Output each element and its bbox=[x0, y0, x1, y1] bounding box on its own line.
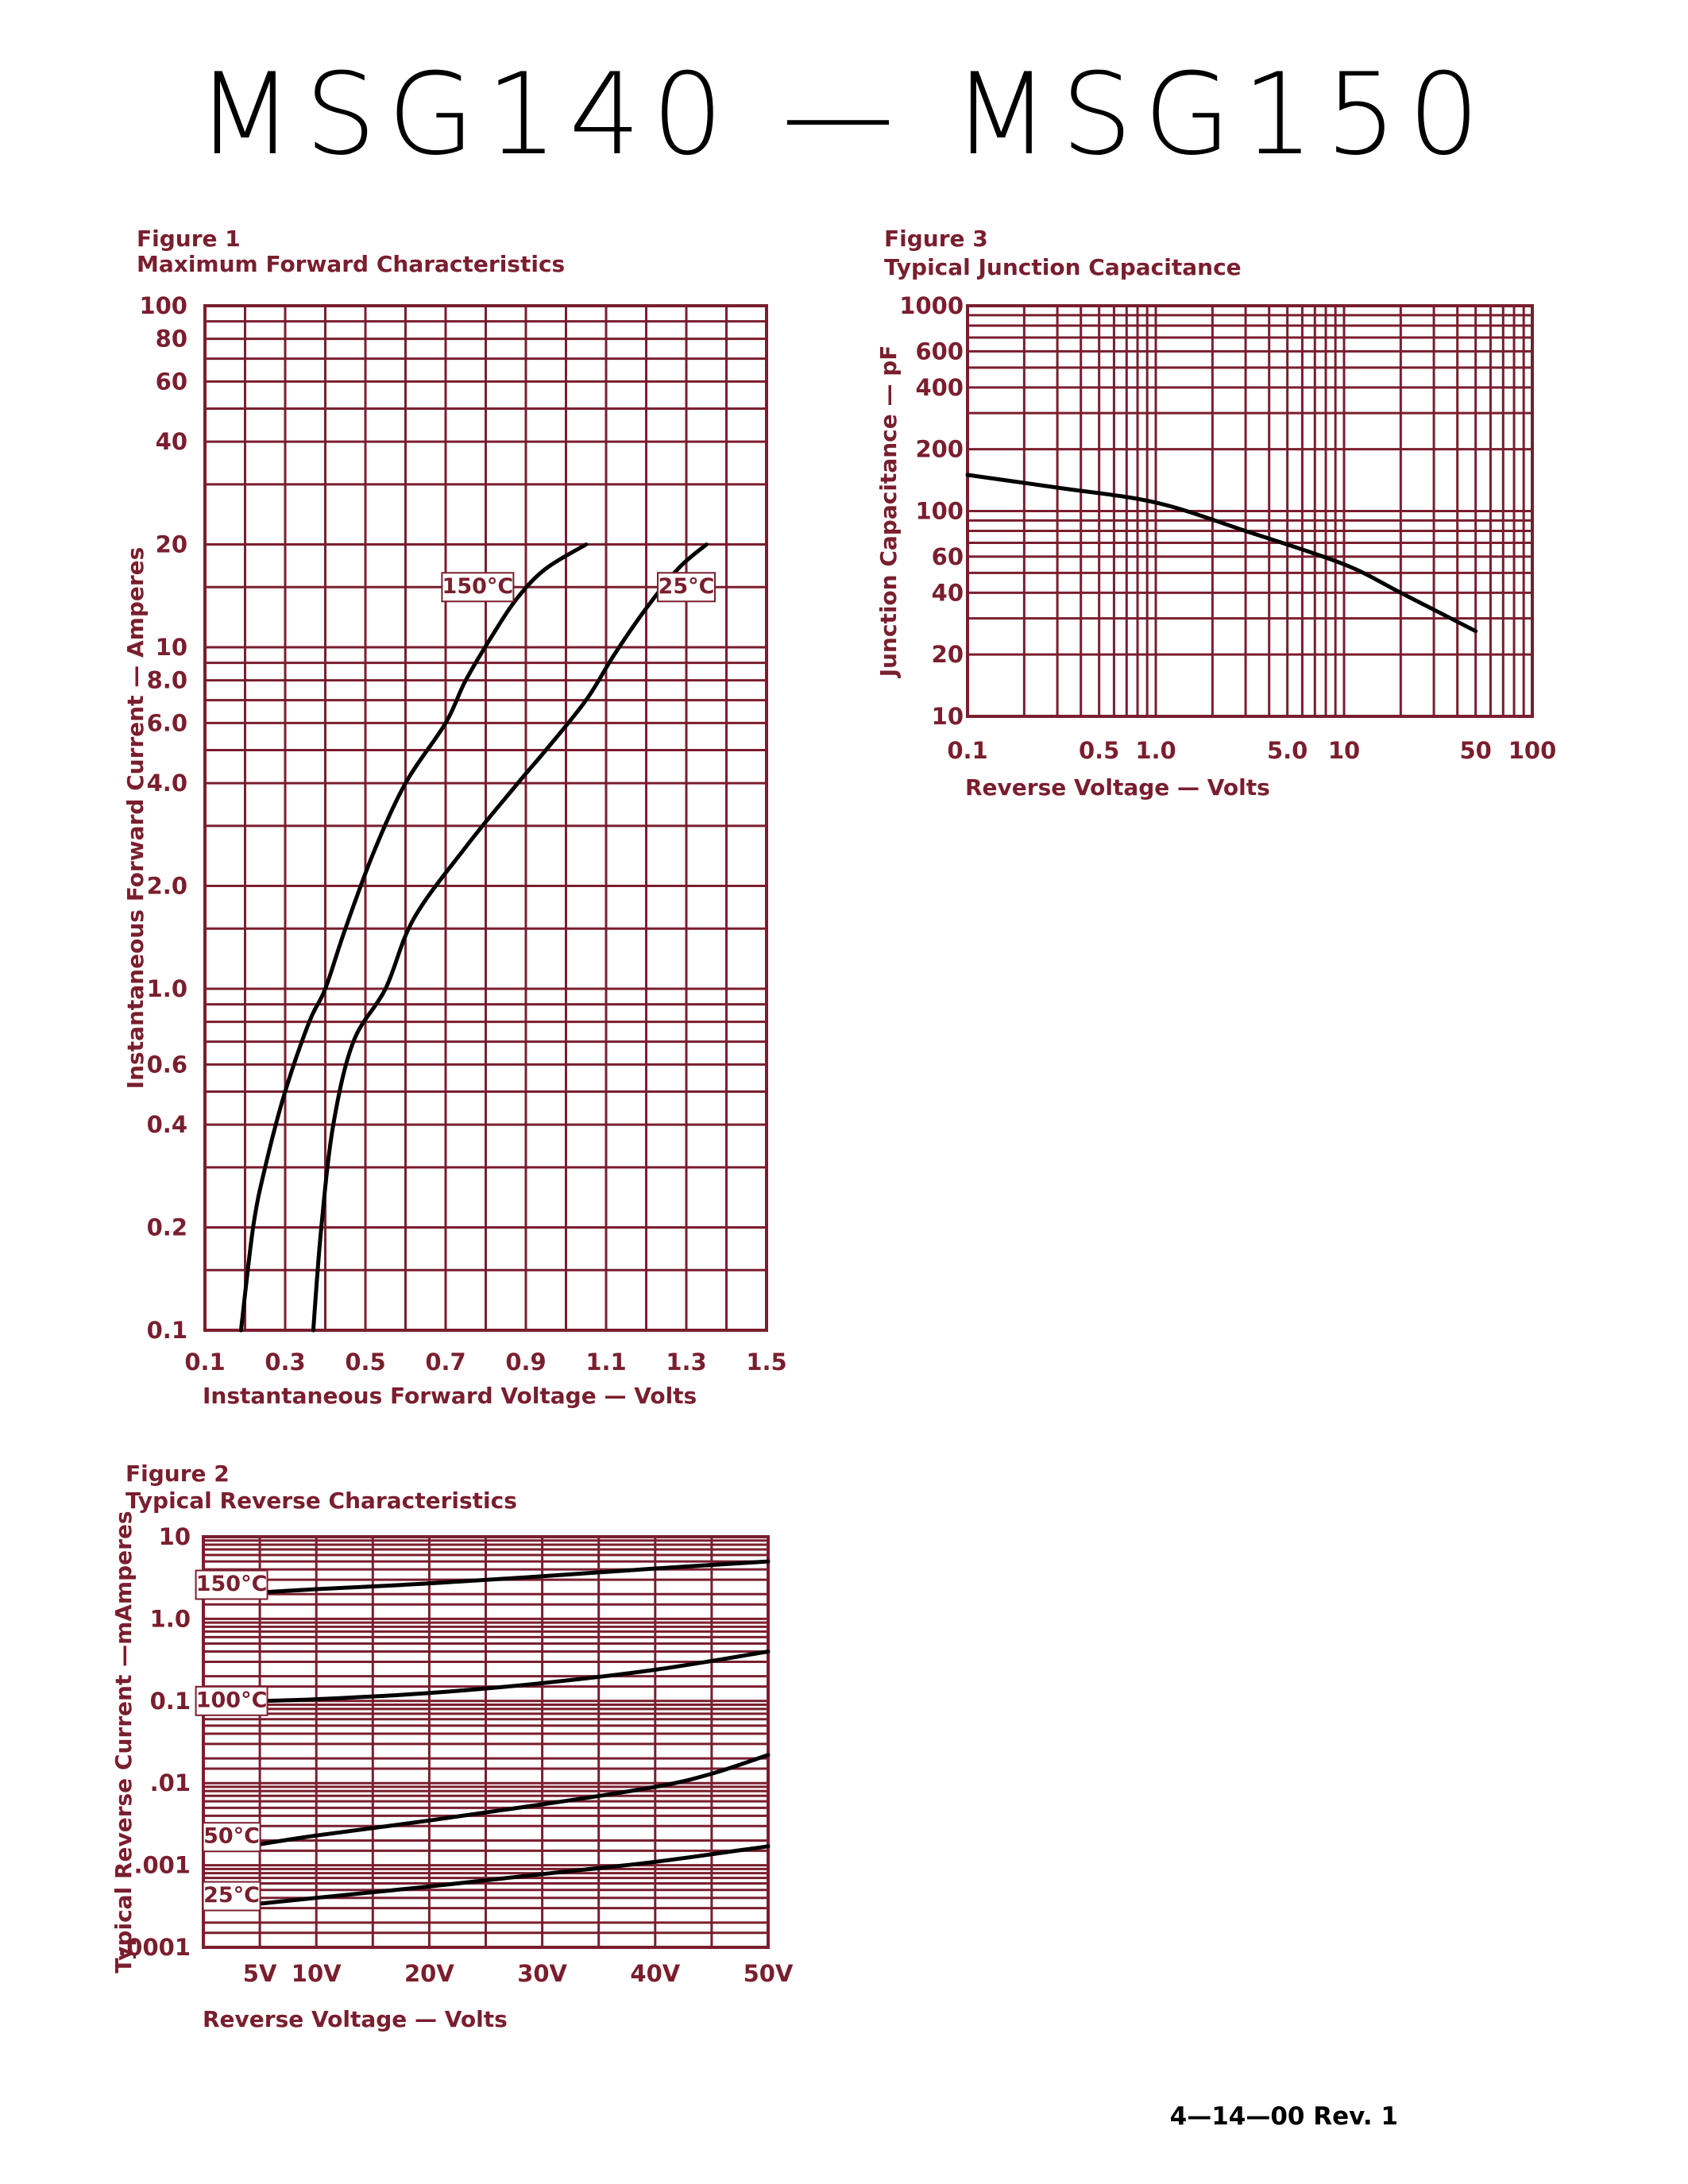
fig2-series-3-label: 50°C bbox=[203, 1824, 260, 1849]
fig2-series-2-label: 100°C bbox=[196, 1688, 268, 1712]
fig2-series-1-label: 150°C bbox=[196, 1572, 268, 1596]
fig3-y-tick-label: 10 bbox=[932, 703, 964, 730]
fig2-x-axis-label: Reverse Voltage — Volts bbox=[203, 2006, 508, 2032]
fig2-x-tick-label: 10V bbox=[292, 1960, 342, 1987]
fig2-y-tick-label: 0.1 bbox=[150, 1688, 191, 1715]
fig2-figure-label: Figure 2 bbox=[126, 1461, 230, 1487]
fig3-y-tick-label: 400 bbox=[915, 374, 964, 401]
fig2-x-tick-label: 50V bbox=[744, 1960, 794, 1987]
fig1-x-tick-label: 1.5 bbox=[746, 1349, 786, 1376]
fig1-y-tick-label: 2.0 bbox=[147, 873, 187, 900]
fig1-x-tick-label: 0.3 bbox=[265, 1349, 305, 1376]
fig3-plot-frame bbox=[966, 304, 1534, 718]
fig2-x-tick-label: 30V bbox=[517, 1960, 567, 1987]
fig2-x-tick-label: 5V bbox=[243, 1960, 277, 1987]
fig1-y-tick-label: 6.0 bbox=[147, 709, 187, 736]
fig1-series-1-label: 150°C bbox=[442, 574, 514, 599]
fig2-y-axis-label: Typical Reverse Current —mAmperes bbox=[110, 1511, 137, 1973]
fig3-y-tick-label: 40 bbox=[932, 579, 964, 606]
fig1-series-1-curve bbox=[238, 542, 589, 1333]
fig1-y-tick-label: 0.1 bbox=[147, 1317, 187, 1344]
fig3-series-1-curve bbox=[965, 473, 1478, 634]
fig3-figure-label: Figure 3 bbox=[884, 226, 988, 252]
fig3-title: Typical Junction Capacitance bbox=[884, 254, 1242, 280]
fig2-y-tick-label: .001 bbox=[133, 1852, 191, 1879]
fig1-x-tick-label: 0.7 bbox=[425, 1349, 465, 1376]
fig1-figure-label: Figure 1 bbox=[137, 226, 241, 252]
fig2-series-3-curve bbox=[257, 1753, 771, 1846]
fig2-series-1-curve bbox=[257, 1559, 771, 1595]
fig3-x-tick-label: 100 bbox=[1508, 737, 1557, 764]
fig2-series-4-label: 25°C bbox=[203, 1883, 260, 1908]
fig1-y-tick-label: 8.0 bbox=[147, 667, 187, 694]
fig1-y-tick-label: 40 bbox=[156, 428, 187, 455]
fig1-y-tick-label: 80 bbox=[156, 326, 187, 353]
fig3-x-tick-label: 0.5 bbox=[1079, 737, 1119, 764]
fig3-y-tick-label: 1000 bbox=[899, 292, 964, 319]
fig1-series-2-curve bbox=[311, 542, 709, 1333]
revision-footer: 4—14—00 Rev. 1 bbox=[1170, 2102, 1398, 2131]
fig2-x-tick-label: 20V bbox=[404, 1960, 454, 1987]
fig2-series-3-label-box bbox=[202, 1822, 261, 1853]
fig2-title: Typical Reverse Characteristics bbox=[126, 1488, 517, 1514]
fig3-x-tick-label: 1.0 bbox=[1135, 737, 1176, 764]
fig1-x-tick-label: 0.5 bbox=[345, 1349, 385, 1376]
fig3-x-tick-label: 50 bbox=[1459, 737, 1491, 764]
fig2-x-tick-label: 40V bbox=[630, 1960, 680, 1987]
fig1-title: Maximum Forward Characteristics bbox=[137, 251, 565, 277]
fig2-series-2-label-box bbox=[195, 1685, 268, 1716]
fig3-y-tick-label: 20 bbox=[932, 641, 964, 668]
fig3-y-tick-label: 600 bbox=[915, 338, 964, 365]
fig3-y-tick-label: 100 bbox=[915, 498, 964, 525]
fig1-plot-frame bbox=[203, 304, 768, 1332]
fig1-y-tick-label: 4.0 bbox=[147, 770, 187, 797]
fig2-series-4-label-box bbox=[202, 1881, 261, 1912]
fig1-x-tick-label: 1.1 bbox=[585, 1349, 626, 1376]
fig2-series-1-label-box bbox=[195, 1569, 268, 1600]
fig2-y-tick-label: 10 bbox=[159, 1523, 191, 1550]
fig2-series-4-curve bbox=[257, 1844, 771, 1906]
fig1-y-tick-label: 0.4 bbox=[147, 1111, 187, 1138]
fig1-x-tick-label: 0.9 bbox=[505, 1349, 546, 1376]
fig1-x-axis-label: Instantaneous Forward Voltage — Volts bbox=[203, 1383, 697, 1409]
fig1-x-tick-label: 1.3 bbox=[666, 1349, 706, 1376]
fig1-y-tick-label: 60 bbox=[156, 368, 187, 395]
fig1-y-tick-label: 100 bbox=[139, 292, 187, 319]
fig1-series-2-label-box bbox=[657, 572, 716, 603]
fig1-y-tick-label: 20 bbox=[156, 531, 187, 558]
fig3-y-tick-label: 200 bbox=[915, 436, 964, 463]
fig2-plot-frame bbox=[202, 1535, 770, 1949]
fig3-x-tick-label: 0.1 bbox=[947, 737, 987, 764]
fig1-y-tick-label: 0.6 bbox=[147, 1051, 187, 1078]
fig1-x-tick-label: 0.1 bbox=[184, 1349, 225, 1376]
fig1-series-1-label-box bbox=[441, 572, 515, 603]
fig3-grid bbox=[966, 304, 1534, 718]
fig1-grid bbox=[203, 304, 768, 1332]
fig2-series-2-curve bbox=[257, 1650, 771, 1704]
fig2-y-tick-label: .0001 bbox=[118, 1934, 191, 1961]
fig3-x-axis-label: Reverse Voltage — Volts bbox=[965, 774, 1270, 801]
fig3-x-tick-label: 5.0 bbox=[1267, 737, 1308, 764]
fig1-y-axis-label: Instantaneous Forward Current — Amperes bbox=[122, 547, 149, 1090]
fig2-grid bbox=[202, 1535, 770, 1949]
fig3-x-tick-label: 10 bbox=[1328, 737, 1360, 764]
fig1-y-tick-label: 0.2 bbox=[147, 1214, 187, 1241]
page-title: MSG140 — MSG150 bbox=[196, 49, 1491, 180]
fig3-y-tick-label: 60 bbox=[932, 543, 964, 570]
fig2-y-tick-label: .01 bbox=[150, 1769, 191, 1796]
fig1-y-tick-label: 10 bbox=[156, 634, 187, 661]
fig3-y-axis-label: Junction Capacitance — pF bbox=[875, 345, 902, 679]
fig2-y-tick-label: 1.0 bbox=[150, 1605, 191, 1632]
fig1-y-tick-label: 1.0 bbox=[147, 975, 187, 1002]
fig1-series-2-label: 25°C bbox=[659, 574, 715, 599]
